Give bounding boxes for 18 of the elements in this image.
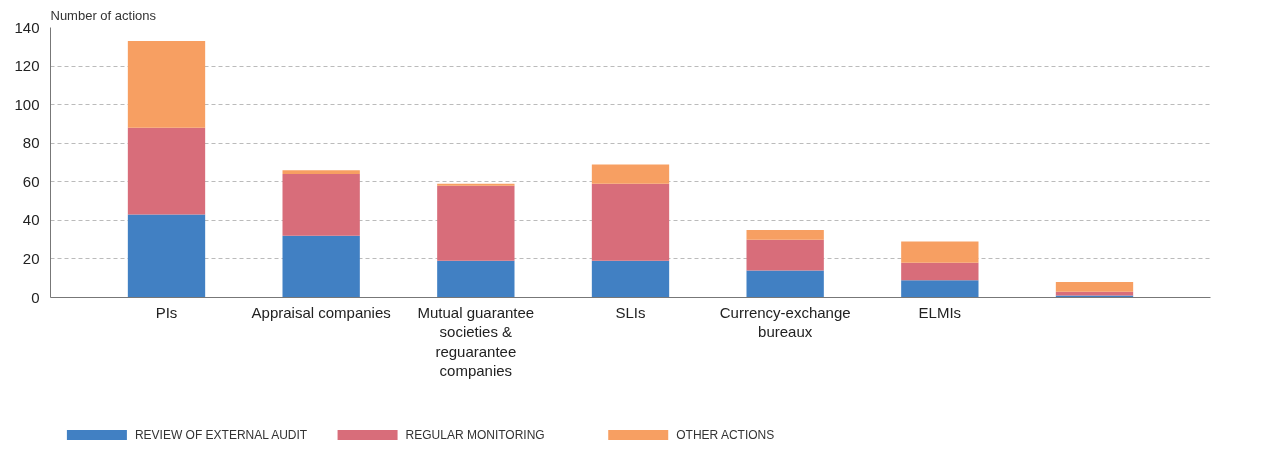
y-tick-label: 140 (14, 18, 40, 36)
y-tick-label: 100 (14, 95, 40, 113)
legend-label: REVIEW OF EXTERNAL AUDIT (134, 428, 308, 443)
y-tick-label: 40 (22, 211, 40, 229)
x-tick-label: ELMIs (918, 303, 962, 321)
y-tick-label: 0 (31, 288, 40, 306)
y-tick-label: 60 (22, 172, 40, 190)
legend-label: OTHER ACTIONS (676, 428, 775, 443)
x-tick-label: Mutual guarantee societies & reguarantee companies (417, 303, 535, 380)
y-axis-title: Number of actions (50, 7, 157, 23)
legend-label: REGULAR MONITORING (405, 428, 545, 443)
y-tick-label: 80 (22, 134, 40, 152)
y-tick-label: 120 (14, 57, 40, 75)
y-tick-label: 20 (22, 249, 40, 267)
x-tick-label: Appraisal companies (251, 303, 391, 321)
x-tick-label: PIs (155, 303, 178, 321)
x-tick-label: Currency-exchange bureaux (719, 303, 851, 341)
x-tick-label: SLIs (615, 303, 646, 321)
